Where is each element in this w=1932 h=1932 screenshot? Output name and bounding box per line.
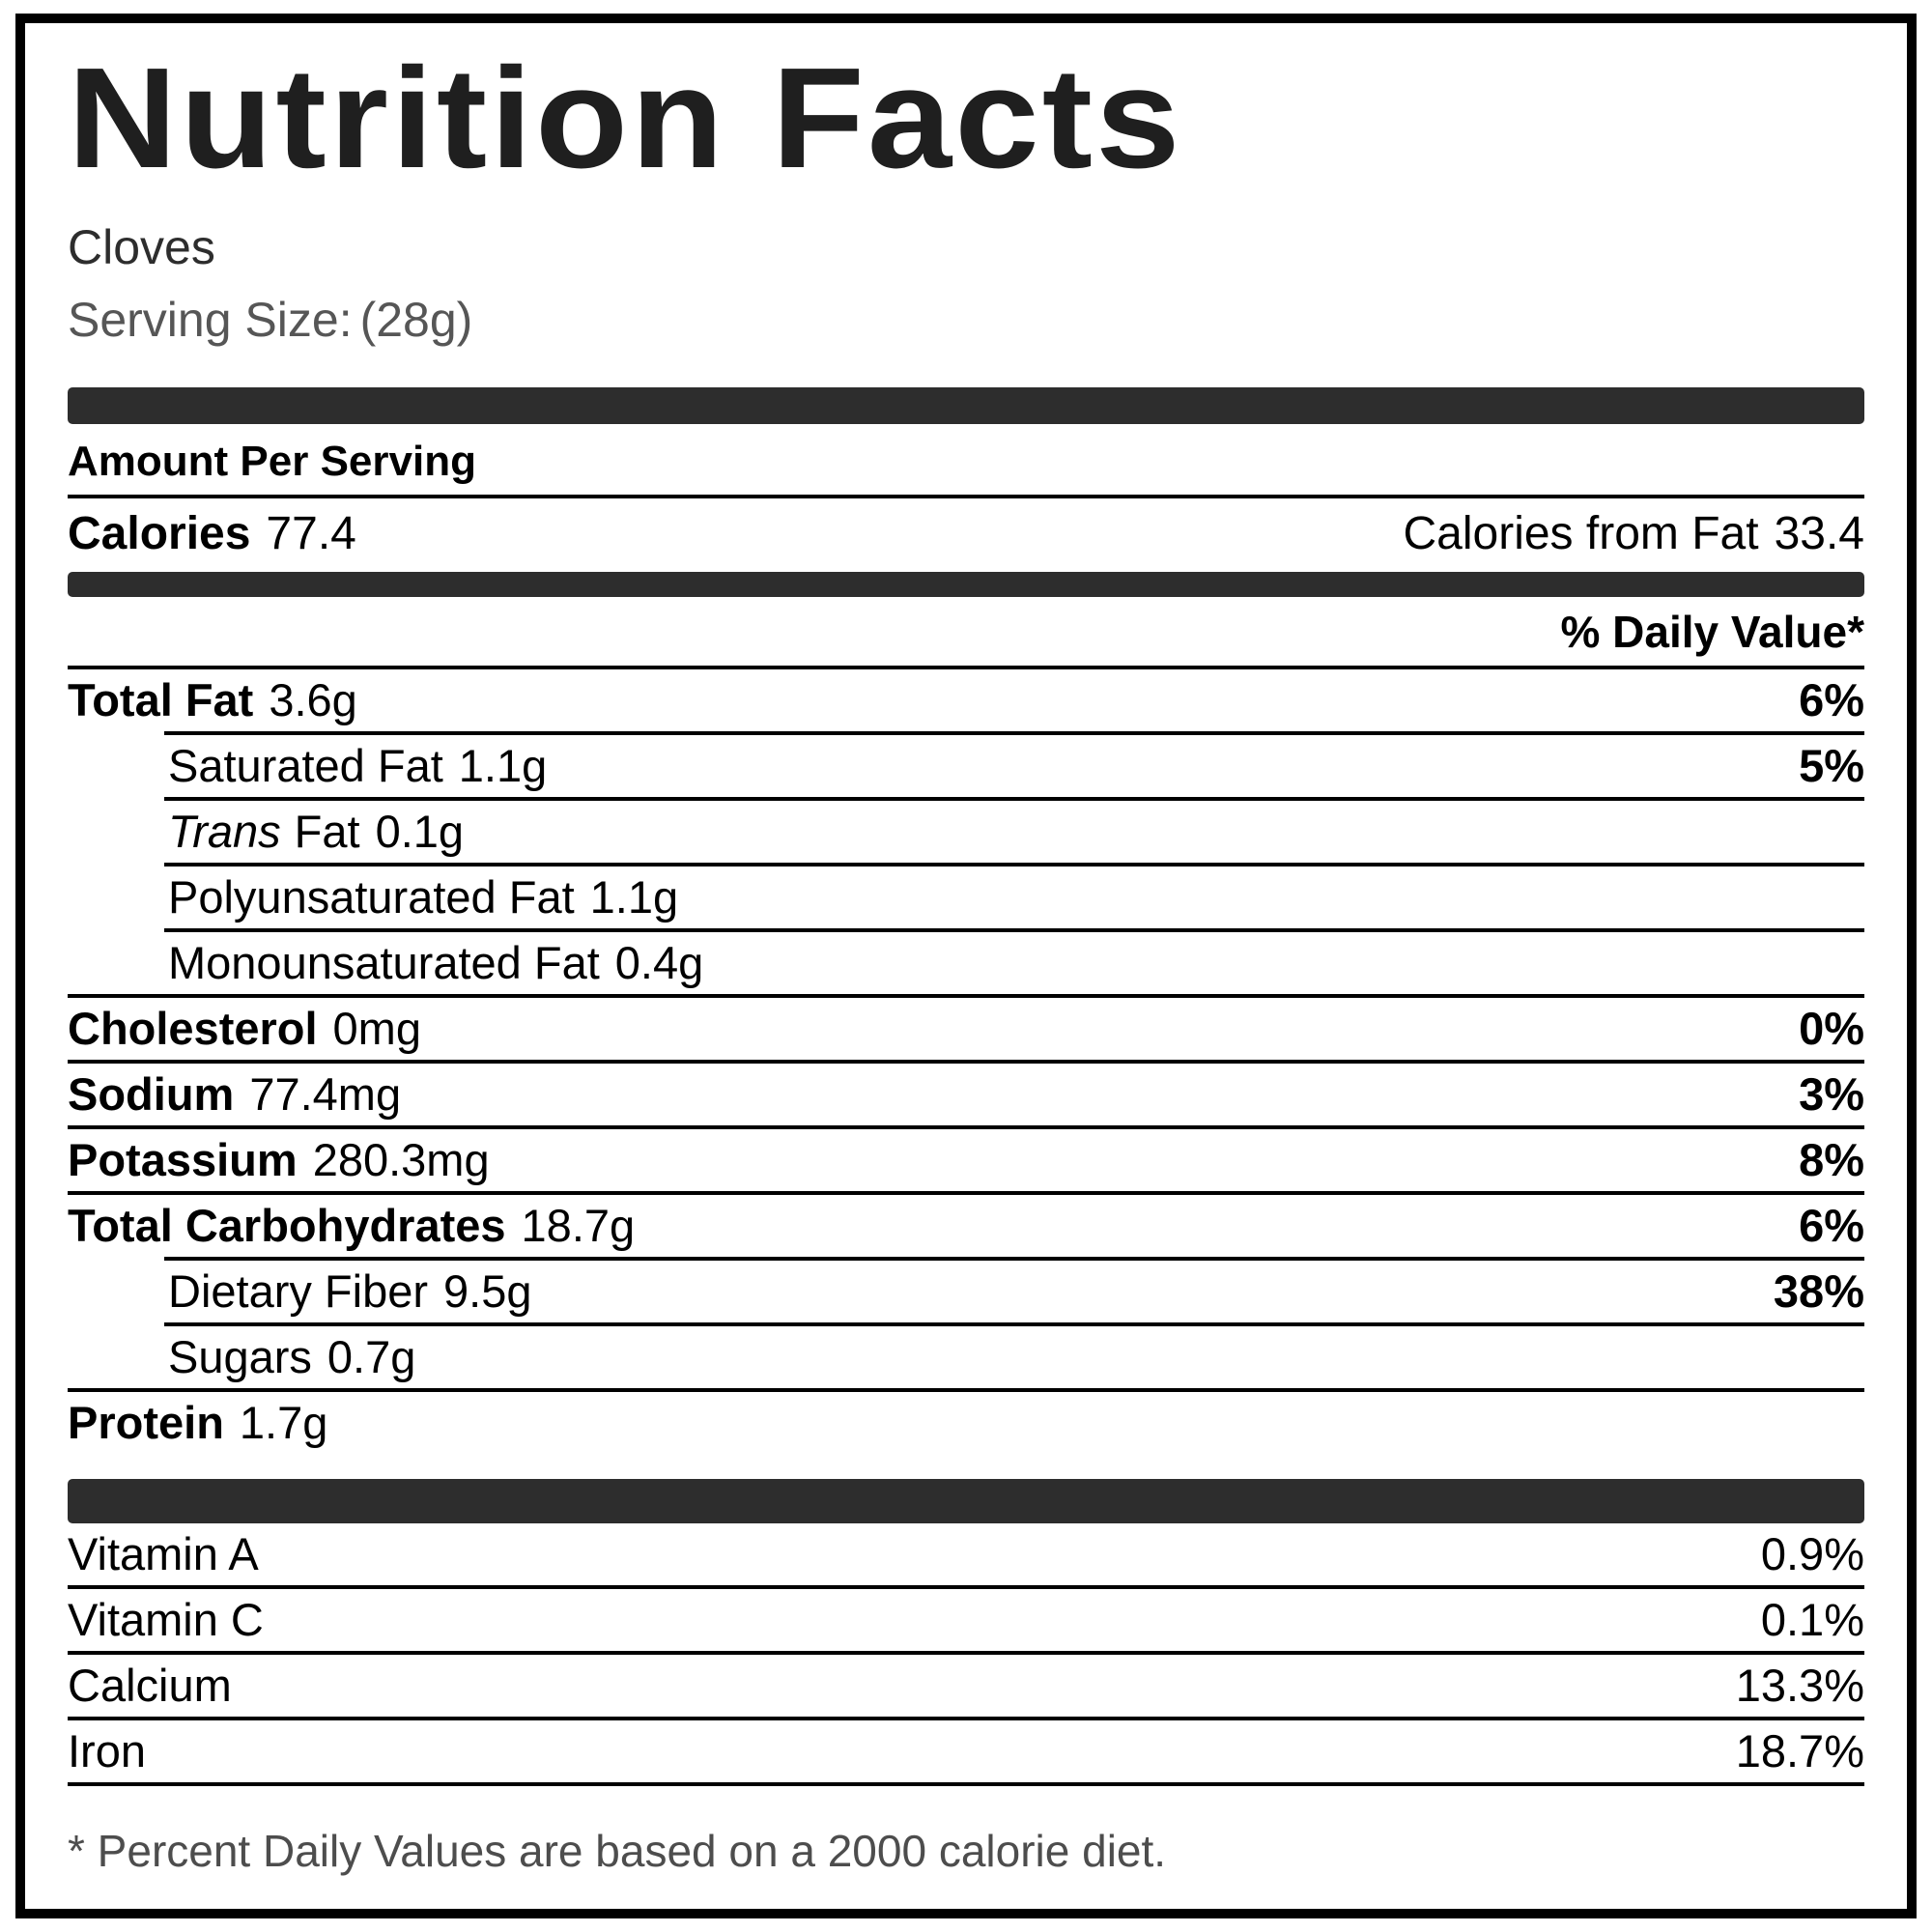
nutrient-dv: 6% xyxy=(1799,1199,1864,1251)
vitamin-name: Vitamin A xyxy=(68,1527,259,1579)
vitamins-section: Vitamin A 0.9% Vitamin C 0.1% Calcium 13… xyxy=(68,1523,1864,1782)
nutrient-name: Saturated Fat 1.1g xyxy=(168,739,548,791)
daily-value-header: % Daily Value* xyxy=(1560,606,1865,657)
separator-bar-top xyxy=(68,386,1864,424)
nutrient-row-sugars: Sugars 0.7g xyxy=(164,1321,1864,1388)
nutrient-name: Monounsaturated Fat 0.4g xyxy=(168,936,704,988)
vitamin-name: Calcium xyxy=(68,1659,232,1711)
calories-from-fat-label: Calories from Fat xyxy=(1403,507,1759,559)
nutrient-row-total-fat: Total Fat 3.6g 6% xyxy=(68,665,1864,731)
vitamin-dv: 0.9% xyxy=(1760,1527,1864,1579)
nutrient-row-cholesterol: Cholesterol 0mg 0% xyxy=(68,993,1864,1060)
serving-size-label: Serving Size: xyxy=(68,292,353,347)
vitamin-name: Iron xyxy=(68,1724,146,1776)
serving-size: Serving Size: (28g) xyxy=(68,292,1864,347)
separator-bar-vitamins xyxy=(68,1478,1864,1523)
vitamin-name: Vitamin C xyxy=(68,1593,264,1645)
calories-value: 77.4 xyxy=(266,507,356,559)
nutrient-name: Total Carbohydrates 18.7g xyxy=(68,1199,636,1251)
product-name: Cloves xyxy=(68,219,215,274)
nutrient-dv: 38% xyxy=(1773,1264,1864,1317)
nutrient-row-protein: Protein 1.7g xyxy=(68,1387,1864,1454)
nutrient-dv: 0% xyxy=(1799,1002,1864,1054)
nutrient-row-monounsaturated-fat: Monounsaturated Fat 0.4g xyxy=(164,927,1864,994)
nutrient-name: Trans Fat 0.1g xyxy=(168,805,465,857)
nutrient-name: Sodium 77.4mg xyxy=(68,1067,402,1120)
amount-per-serving-label: Amount Per Serving xyxy=(68,438,1864,498)
nutrient-name: Dietary Fiber 9.5g xyxy=(168,1264,532,1317)
nutrient-name: Protein 1.7g xyxy=(68,1396,328,1448)
calories-row: Calories 77.4 Calories from Fat 33.4 xyxy=(68,498,1864,572)
separator-bar-calories xyxy=(68,571,1864,597)
calories-from-fat: Calories from Fat 33.4 xyxy=(1403,507,1864,560)
vitamin-row-calcium: Calcium 13.3% xyxy=(68,1650,1864,1717)
calories-left: Calories 77.4 xyxy=(68,507,356,560)
nutrient-row-total-carbohydrates: Total Carbohydrates 18.7g 6% xyxy=(68,1190,1864,1257)
nutrient-name: Cholesterol 0mg xyxy=(68,1002,421,1054)
nutrient-dv: 5% xyxy=(1799,739,1864,791)
calories-label: Calories xyxy=(68,507,251,559)
nutrient-row-saturated-fat: Saturated Fat 1.1g 5% xyxy=(164,730,1864,797)
calories-from-fat-value: 33.4 xyxy=(1774,507,1864,559)
vitamin-dv: 13.3% xyxy=(1735,1659,1864,1711)
nutrient-row-trans-fat: Trans Fat 0.1g xyxy=(164,796,1864,863)
nutrient-dv: 8% xyxy=(1799,1133,1864,1185)
nutrient-row-dietary-fiber: Dietary Fiber 9.5g 38% xyxy=(164,1256,1864,1322)
nutrient-row-potassium: Potassium 280.3mg 8% xyxy=(68,1124,1864,1191)
nutrition-facts-label: Nutrition Facts Cloves Serving Size: (28g… xyxy=(15,14,1917,1918)
vitamin-dv: 18.7% xyxy=(1735,1724,1864,1776)
nutrient-row-polyunsaturated-fat: Polyunsaturated Fat 1.1g xyxy=(164,862,1864,928)
vitamin-row-vitamin-c: Vitamin C 0.1% xyxy=(68,1584,1864,1651)
nutrition-facts-title: Nutrition Facts xyxy=(68,39,1183,198)
nutrient-name: Polyunsaturated Fat 1.1g xyxy=(168,870,679,923)
nutrient-row-sodium: Sodium 77.4mg 3% xyxy=(68,1059,1864,1125)
daily-value-footnote: * Percent Daily Values are based on a 20… xyxy=(68,1781,1864,1878)
vitamin-row-vitamin-a: Vitamin A 0.9% xyxy=(68,1523,1864,1585)
vitamin-dv: 0.1% xyxy=(1760,1593,1864,1645)
nutrient-dv: 6% xyxy=(1799,673,1864,725)
nutrient-name: Total Fat 3.6g xyxy=(68,673,357,725)
nutrient-name: Potassium 280.3mg xyxy=(68,1133,490,1185)
serving-size-value: (28g) xyxy=(359,292,473,347)
nutrient-dv: 3% xyxy=(1799,1067,1864,1120)
vitamin-row-iron: Iron 18.7% xyxy=(68,1716,1864,1782)
nutrient-name: Sugars 0.7g xyxy=(168,1330,416,1382)
